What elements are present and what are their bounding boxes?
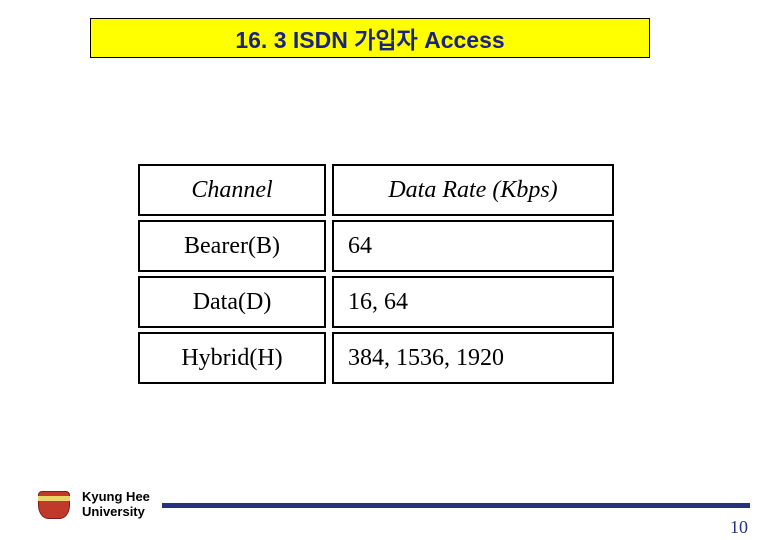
footer-rule [162,503,750,508]
university-logo-icon [38,491,70,519]
col-header-channel: Channel [138,164,326,216]
cell-channel: Data(D) [138,276,326,328]
table-row: Data(D) 16, 64 [138,276,614,328]
table-row: Bearer(B) 64 [138,220,614,272]
cell-channel: Bearer(B) [138,220,326,272]
cell-rate: 16, 64 [332,276,614,328]
university-name: Kyung Hee University [82,490,150,520]
slide-footer: Kyung Hee University [38,490,750,520]
channel-rate-table: Channel Data Rate (Kbps) Bearer(B) 64 Da… [132,160,620,388]
cell-rate: 64 [332,220,614,272]
slide-title: 16. 3 ISDN 가입자 Access [235,21,504,55]
page-number: 10 [730,517,748,538]
table-header-row: Channel Data Rate (Kbps) [138,164,614,216]
col-header-rate: Data Rate (Kbps) [332,164,614,216]
cell-rate: 384, 1536, 1920 [332,332,614,384]
table-row: Hybrid(H) 384, 1536, 1920 [138,332,614,384]
cell-channel: Hybrid(H) [138,332,326,384]
title-banner: 16. 3 ISDN 가입자 Access [90,18,650,58]
